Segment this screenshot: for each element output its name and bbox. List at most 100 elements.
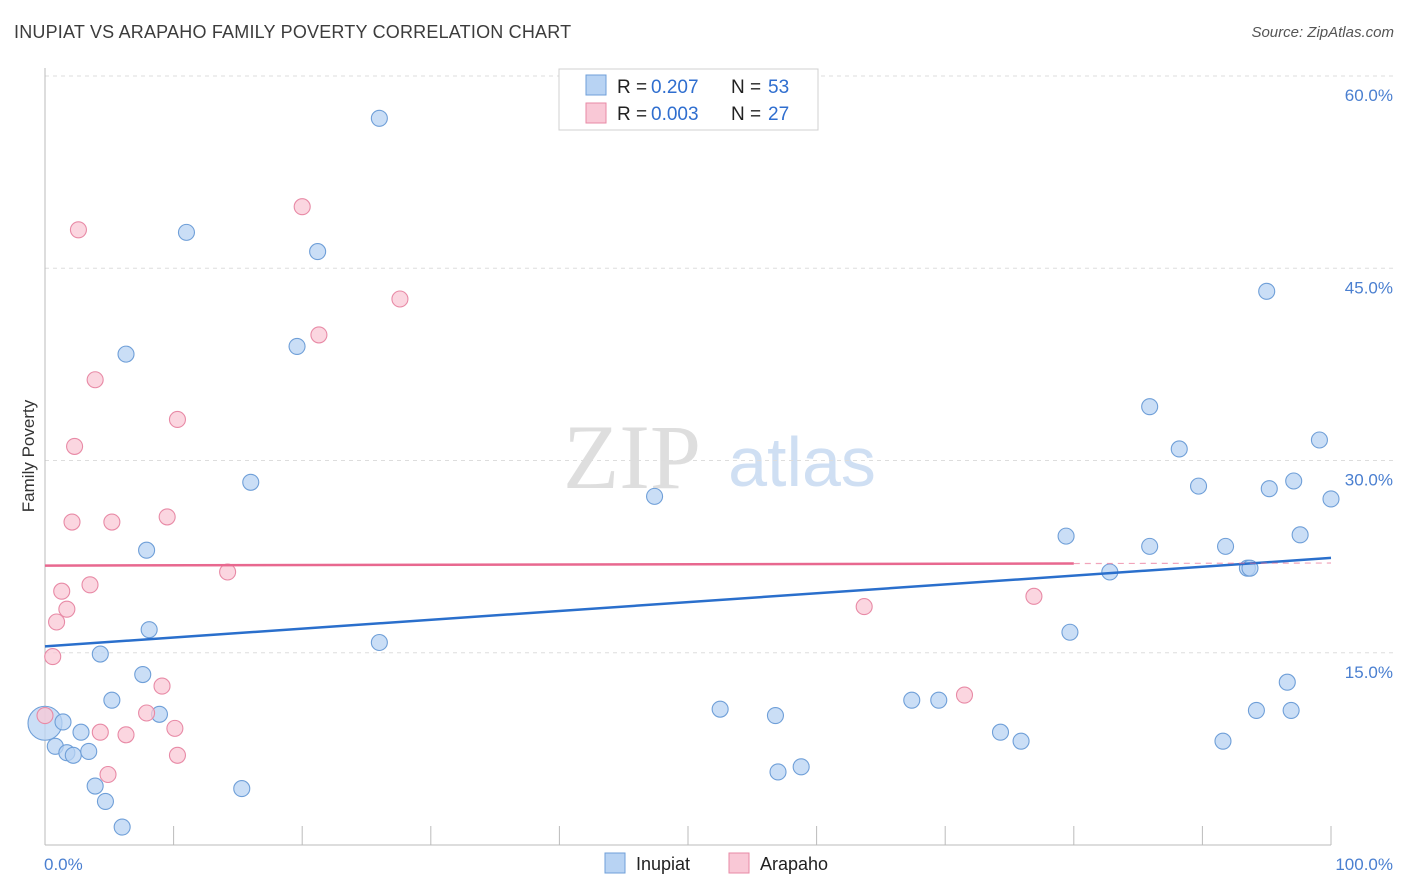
arapaho-trend-line-extension bbox=[1073, 562, 1332, 565]
y-tick-label: 45.0% bbox=[1345, 278, 1393, 297]
x-tick-label-min: 0.0% bbox=[44, 855, 83, 874]
inupiat-point bbox=[1278, 673, 1296, 691]
inupiat-point bbox=[86, 777, 104, 795]
legend-arapaho-label: Arapaho bbox=[760, 854, 828, 874]
inupiat-point bbox=[1012, 732, 1030, 750]
inupiat-point bbox=[117, 345, 135, 363]
arapaho-point bbox=[81, 576, 99, 594]
arapaho-point bbox=[293, 198, 311, 216]
inupiat-swatch bbox=[585, 74, 607, 96]
inupiat-point bbox=[1057, 527, 1075, 545]
arapaho-point bbox=[955, 686, 974, 704]
inupiat-point bbox=[309, 243, 327, 261]
arapaho-point bbox=[153, 677, 171, 695]
legend-r-label-arapaho: R = bbox=[617, 104, 647, 125]
inupiat-point bbox=[140, 621, 158, 639]
inupiat-point bbox=[72, 723, 90, 741]
inupiat-point bbox=[242, 473, 260, 491]
inupiat-point bbox=[103, 691, 121, 709]
arapaho-point bbox=[168, 410, 187, 429]
arapaho-point bbox=[103, 513, 121, 531]
arapaho-point bbox=[58, 600, 76, 618]
source-label: Source: ZipAtlas.com bbox=[1251, 24, 1394, 41]
stats-legend: R = 0.207 N = 53 R = 0.003 N = 27 bbox=[558, 68, 819, 131]
inupiat-point bbox=[792, 758, 810, 776]
arapaho-point bbox=[53, 582, 71, 600]
inupiat-point bbox=[1061, 623, 1079, 641]
inupiat-point bbox=[233, 780, 251, 798]
legend-n-label-arapaho: N = bbox=[731, 104, 761, 125]
inupiat-point bbox=[96, 792, 114, 810]
arapaho-point bbox=[69, 221, 87, 239]
inupiat-point bbox=[288, 337, 306, 355]
arapaho-point bbox=[855, 598, 873, 616]
arapaho-point bbox=[117, 726, 135, 744]
inupiat-point bbox=[1247, 701, 1265, 719]
inupiat-point bbox=[1322, 490, 1340, 508]
y-axis-label: Family Poverty bbox=[19, 399, 38, 512]
chart-title: INUPIAT VS ARAPAHO FAMILY POVERTY CORREL… bbox=[14, 22, 572, 42]
y-tick-labels: 15.0% 30.0% 45.0% 60.0% bbox=[1345, 86, 1393, 682]
inupiat-point bbox=[1189, 477, 1208, 495]
inupiat-point bbox=[903, 691, 921, 709]
arapaho-point bbox=[99, 765, 117, 784]
inupiat-point bbox=[930, 691, 948, 709]
arapaho-point bbox=[1025, 587, 1043, 605]
arapaho-point bbox=[168, 746, 187, 764]
legend-n-label-inupiat: N = bbox=[731, 77, 761, 98]
inupiat-point bbox=[991, 723, 1010, 741]
inupiat-point bbox=[1282, 701, 1300, 719]
inupiat-point bbox=[1260, 480, 1278, 498]
inupiat-point bbox=[370, 109, 388, 127]
arapaho-point bbox=[391, 290, 409, 308]
inupiat-point bbox=[1141, 398, 1159, 416]
arapaho-point bbox=[310, 326, 328, 344]
legend-r-value-arapaho: 0.003 bbox=[651, 104, 699, 125]
inupiat-point bbox=[54, 713, 72, 731]
inupiat-point bbox=[766, 707, 784, 725]
inupiat-point bbox=[177, 223, 196, 241]
y-tick-label: 15.0% bbox=[1345, 663, 1393, 682]
arapaho-point bbox=[86, 371, 104, 389]
watermark-zip: ZIP bbox=[563, 406, 701, 508]
arapaho-point bbox=[48, 613, 66, 631]
inupiat-trend-line bbox=[44, 556, 1332, 648]
arapaho-point bbox=[63, 513, 81, 531]
inupiat-point bbox=[1214, 732, 1232, 750]
inupiat-point bbox=[1310, 431, 1328, 449]
inupiat-point bbox=[1285, 472, 1303, 490]
arapaho-point bbox=[166, 719, 184, 737]
inupiat-point bbox=[80, 742, 98, 760]
x-ticks bbox=[44, 826, 1332, 845]
inupiat-point bbox=[1170, 440, 1188, 458]
inupiat-point bbox=[64, 746, 82, 764]
inupiat-point bbox=[138, 541, 156, 559]
legend-n-value-arapaho: 27 bbox=[768, 104, 789, 125]
y-tick-label: 60.0% bbox=[1345, 86, 1393, 105]
legend-n-value-inupiat: 53 bbox=[768, 77, 789, 98]
inupiat-point bbox=[113, 818, 131, 836]
legend-inupiat-swatch bbox=[604, 852, 626, 874]
inupiat-point bbox=[1291, 526, 1309, 544]
inupiat-point bbox=[1258, 282, 1276, 300]
arapaho-trend-line bbox=[44, 562, 1074, 567]
inupiat-point bbox=[769, 763, 787, 781]
trend-lines bbox=[44, 556, 1332, 648]
legend-r-value-inupiat: 0.207 bbox=[651, 77, 699, 98]
inupiat-point bbox=[1141, 537, 1159, 555]
inupiat-point bbox=[711, 700, 729, 718]
inupiat-point bbox=[370, 633, 388, 652]
y-tick-label: 30.0% bbox=[1345, 471, 1393, 490]
inupiat-point bbox=[91, 645, 109, 663]
arapaho-point bbox=[91, 723, 109, 741]
series-legend: Inupiat Arapaho bbox=[604, 852, 828, 874]
legend-inupiat-label: Inupiat bbox=[636, 854, 690, 874]
arapaho-point bbox=[138, 704, 156, 722]
x-tick-label-max: 100.0% bbox=[1335, 855, 1393, 874]
inupiat-point bbox=[646, 487, 664, 505]
arapaho-point bbox=[158, 508, 176, 526]
arapaho-points bbox=[36, 198, 1043, 784]
arapaho-point bbox=[66, 437, 84, 455]
arapaho-point bbox=[36, 707, 54, 725]
